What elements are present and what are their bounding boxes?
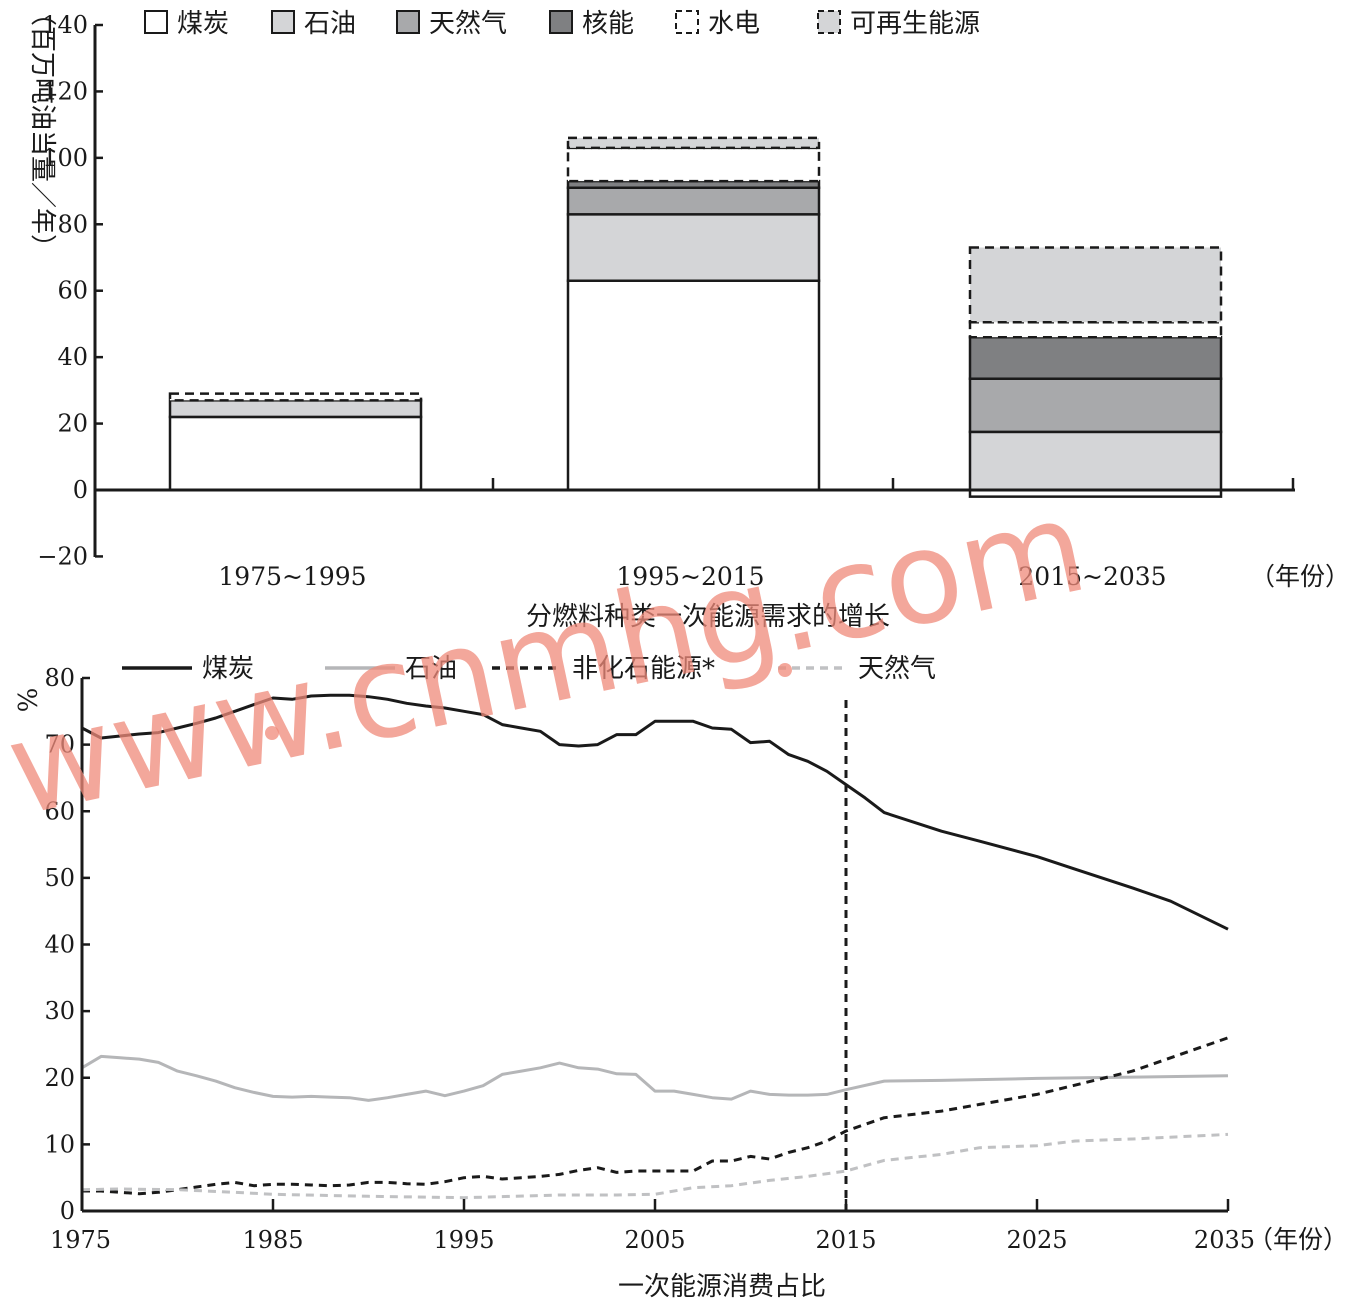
line-legend-label: 天然气: [858, 654, 936, 684]
bar-segment-2-3: [566, 186, 821, 216]
bar-legend-label: 煤炭: [177, 9, 229, 39]
bar-chart-marks: [168, 136, 1223, 498]
line-x-tick-label: 1975: [50, 1226, 111, 1254]
line-x-ticks: 1975 1985 1995 2005 2015 2025 2035: [50, 1199, 1255, 1254]
line-x-tick-label: 2035: [1194, 1226, 1255, 1254]
bar-segment-3-4: [968, 335, 1223, 380]
bar-y-tick-label: 80: [57, 210, 88, 238]
line-series-3: [82, 1036, 1229, 1196]
bar-y-tick-label: 140: [42, 11, 88, 39]
line-series-2: [81, 1054, 1229, 1102]
bar-segment-1-2: [168, 399, 423, 419]
line-x-axis-label: （年份）: [1248, 1225, 1348, 1254]
bar-x-axis-label: （年份）: [1250, 562, 1350, 591]
bar-category-labels: 1975~1995 1995~2015 2015~2035: [218, 562, 1166, 591]
bar-y-tick-label: 100: [42, 144, 88, 172]
bar-legend-label: 水电: [708, 9, 760, 39]
line-series-1: [81, 693, 1229, 931]
bar-category-label: 2015~2035: [1018, 562, 1166, 591]
line-y-tick-label: 50: [44, 864, 75, 892]
line-y-tick-label: 20: [44, 1064, 75, 1092]
bar-segment-2-1: [566, 279, 821, 492]
bar-category-label: 1975~1995: [218, 562, 366, 591]
bar-y-tick-label: −20: [37, 542, 88, 570]
line-chart: 煤炭 石油 非化石能源* 天然气 0 10 20 30 40 50 60 70 80 1975 1985…: [11, 654, 1348, 1302]
line-y-axis-label: %: [11, 688, 41, 713]
line-x-tick-label: 1985: [242, 1226, 303, 1254]
bar-legend-label: 石油: [304, 9, 356, 39]
bar-legend-swatch: [396, 10, 420, 34]
line-legend-label: 煤炭: [202, 654, 254, 684]
bar-legend-swatch: [817, 10, 841, 34]
line-y-tick-label: 80: [44, 664, 75, 692]
bar-segment-1-5: [168, 392, 423, 402]
bar-y-tick-label: 0: [73, 476, 88, 504]
line-legend-label: 石油: [405, 654, 457, 684]
bar-segment-3-3: [968, 377, 1223, 434]
line-y-tick-label: 30: [44, 997, 75, 1025]
bar-y-tick-label: 120: [42, 77, 88, 105]
line-y-ticks: 0 10 20 30 40 50 60 70 80: [44, 664, 90, 1225]
bar-y-axis-label: （百万吨油当量／年）: [27, 0, 57, 260]
line-x-tick-label: 2005: [624, 1226, 685, 1254]
line-y-tick-label: 0: [60, 1197, 75, 1225]
line-chart-marks: [81, 693, 1229, 1200]
bar-y-ticks: −20 0 20 40 60 80 100 120 140: [37, 11, 1295, 570]
line-y-tick-label: 60: [44, 797, 75, 825]
line-x-tick-label: 2025: [1006, 1226, 1067, 1254]
bar-segment-2-6: [566, 136, 821, 150]
line-chart-title: 一次能源消费占比: [618, 1272, 826, 1302]
line-y-tick-label: 40: [44, 931, 75, 959]
bar-segment-3-5: [968, 321, 1223, 339]
bar-legend-label: 天然气: [429, 9, 507, 39]
bar-y-tick-label: 60: [57, 277, 88, 305]
bar-legend-swatch: [549, 10, 573, 34]
line-x-tick-label: 1995: [433, 1226, 494, 1254]
line-legend-label: 非化石能源*: [572, 654, 715, 684]
line-y-tick-label: 10: [44, 1130, 75, 1158]
bar-segment-1-1: [168, 415, 423, 492]
bar-legend-swatch: [675, 10, 699, 34]
bar-y-tick-label: 20: [57, 410, 88, 438]
bar-legend-swatch: [271, 10, 295, 34]
bar-segment-3-2: [968, 430, 1223, 492]
bar-legend-label: 可再生能源: [850, 9, 980, 39]
line-chart-legend: 煤炭 石油 非化石能源* 天然气: [122, 654, 936, 684]
bar-chart-title: 分燃料种类一次能源需求的增长: [526, 602, 890, 632]
line-series-4: [81, 1132, 1229, 1200]
bar-segment-2-2: [566, 213, 821, 282]
bar-segment-2-5: [566, 146, 821, 183]
bar-chart-legend: 煤炭 石油 天然气 核能 水电 可再生能源: [144, 9, 980, 39]
bar-category-label: 1995~2015: [616, 562, 764, 591]
bar-y-tick-label: 40: [57, 343, 88, 371]
bar-legend-swatch: [144, 10, 168, 34]
bar-segment-3-6: [968, 246, 1223, 324]
bar-legend-label: 核能: [582, 9, 634, 39]
line-y-tick-label: 70: [44, 731, 75, 759]
line-x-tick-label: 2015: [815, 1226, 876, 1254]
bar-chart: 煤炭 石油 天然气 核能 水电 可再生能源 −20 0 20 40 60 80 100 120 140 1…: [27, 0, 1350, 632]
